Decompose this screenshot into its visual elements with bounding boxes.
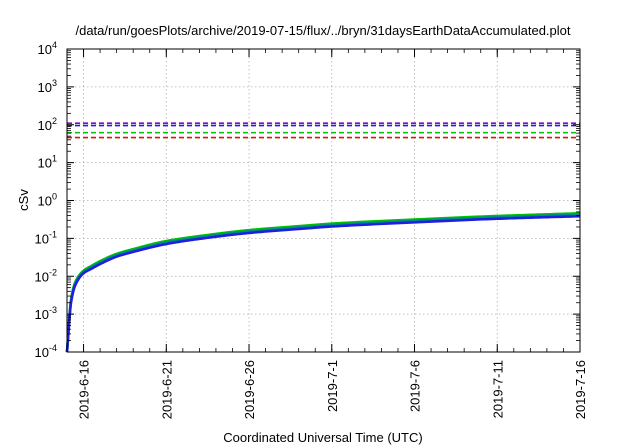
y-tick-label: 104 bbox=[38, 40, 57, 57]
series-line bbox=[65, 213, 581, 353]
series-line bbox=[65, 211, 581, 353]
y-tick-label: 10-1 bbox=[35, 229, 57, 246]
y-tick-label: 10-3 bbox=[35, 305, 57, 322]
y-tick-label: 103 bbox=[38, 78, 57, 95]
grid bbox=[67, 49, 580, 352]
y-tick-label: 100 bbox=[38, 192, 57, 209]
y-axis-label: cSv bbox=[16, 189, 31, 211]
x-tick-label: 2019-6-26 bbox=[242, 360, 257, 419]
chart-title: /data/run/goesPlots/archive/2019-07-15/f… bbox=[75, 23, 570, 38]
x-tick-label: 2019-6-21 bbox=[159, 360, 174, 419]
x-tick-label: 2019-7-6 bbox=[408, 360, 423, 412]
x-axis-label: Coordinated Universal Time (UTC) bbox=[223, 430, 422, 445]
series-line bbox=[65, 214, 581, 353]
x-tick-label: 2019-7-16 bbox=[573, 360, 588, 419]
series-lines bbox=[65, 211, 581, 353]
reference-lines bbox=[67, 122, 580, 139]
x-tick-label: 2019-7-1 bbox=[325, 360, 340, 412]
y-tick-label: 10-4 bbox=[35, 343, 57, 360]
x-tick-label: 2019-7-11 bbox=[490, 360, 505, 418]
y-tick-label: 101 bbox=[38, 154, 57, 171]
x-axis: 2019-6-16 2019-6-21 2019-6-26 2019-7-1 2019-… bbox=[66, 49, 588, 419]
y-tick-label: 10-2 bbox=[35, 267, 57, 284]
y-axis: 10-4 10-3 10-2 10-1 100 101 102 103 104 bbox=[35, 40, 580, 360]
x-tick-label: 2019-6-16 bbox=[77, 360, 92, 419]
y-tick-label: 102 bbox=[38, 116, 57, 133]
